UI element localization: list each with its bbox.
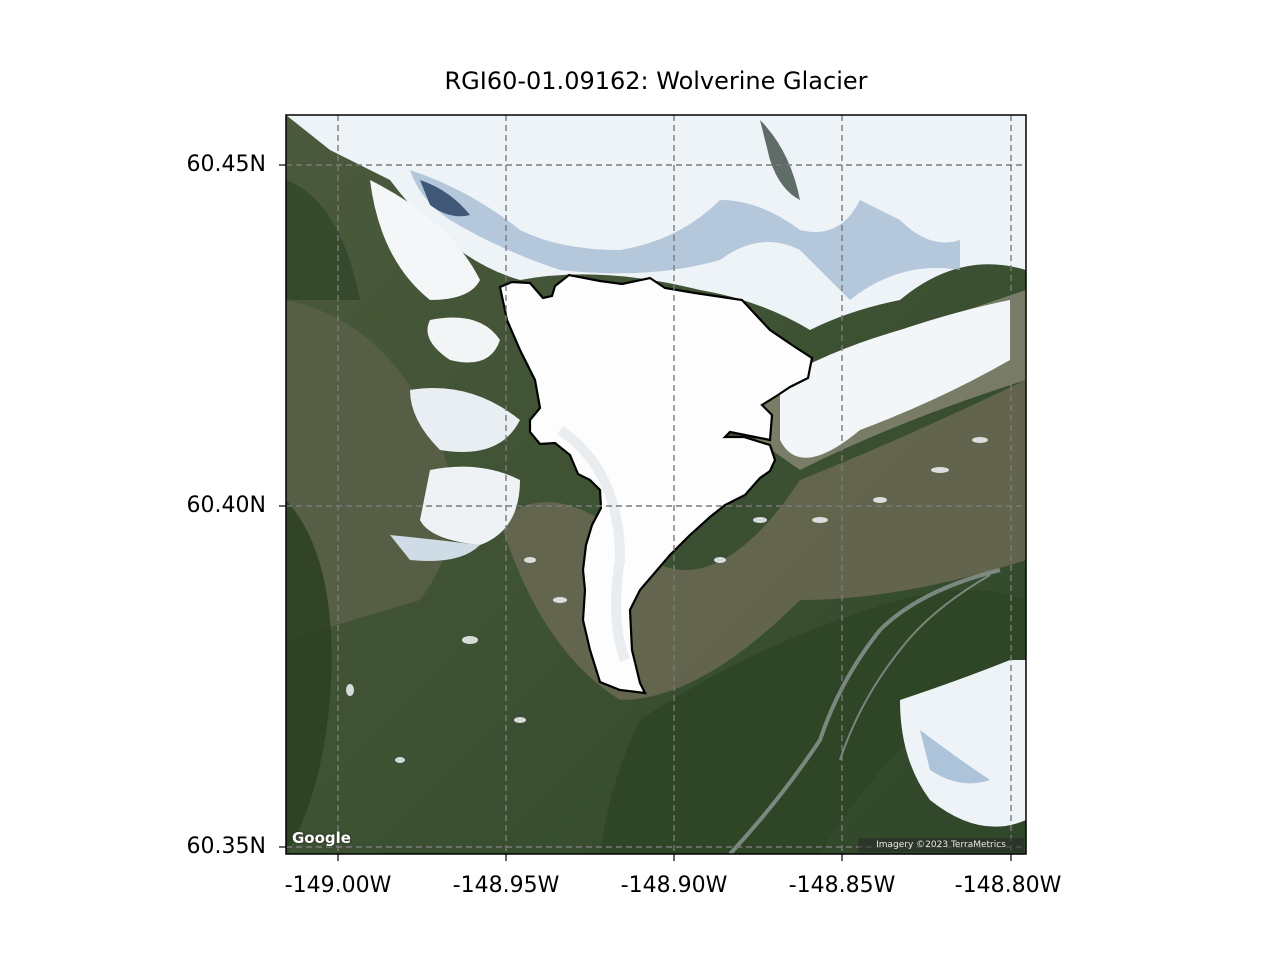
satellite-basemap: [286, 115, 1026, 854]
x-tick-label: -148.90W: [620, 873, 728, 898]
x-tick-label: -149.00W: [284, 873, 392, 898]
map-gridlines: [286, 115, 1026, 854]
y-tick-label: 60.35N: [186, 834, 266, 859]
x-tick-label: -148.85W: [788, 873, 896, 898]
imagery-attribution: Imagery ©2023 TerraMetrics: [858, 838, 1024, 852]
x-tick-label: -148.95W: [452, 873, 560, 898]
y-tick-label: 60.45N: [186, 152, 266, 177]
y-tick-label: 60.40N: [186, 493, 266, 518]
google-attribution: Google: [292, 829, 351, 847]
glacier-outline: [498, 273, 814, 695]
map-title: RGI60-01.09162: Wolverine Glacier: [444, 67, 868, 95]
axis-ticks: [279, 164, 1012, 861]
map-border: [285, 114, 1027, 855]
x-tick-label: -148.80W: [954, 873, 1062, 898]
